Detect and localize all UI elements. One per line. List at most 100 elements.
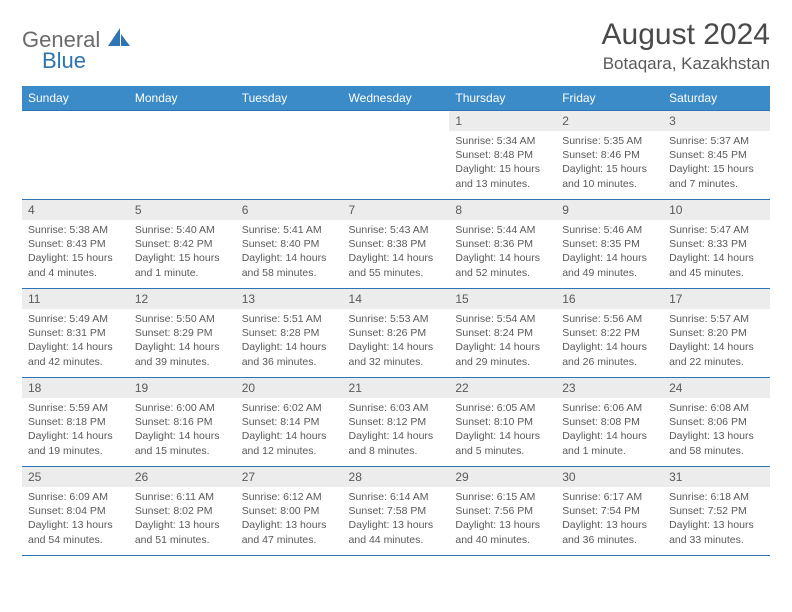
sunrise-text: Sunrise: 6:11 AM (135, 490, 230, 504)
calendar-cell (129, 111, 236, 200)
sunrise-text: Sunrise: 6:08 AM (669, 401, 764, 415)
day-number: 9 (556, 200, 663, 220)
day-header-saturday: Saturday (663, 86, 770, 111)
calendar-cell: 29Sunrise: 6:15 AMSunset: 7:56 PMDayligh… (449, 467, 556, 556)
daylight-text: Daylight: 15 hours and 1 minute. (135, 251, 230, 279)
sunrise-text: Sunrise: 5:41 AM (242, 223, 337, 237)
day-number: 6 (236, 200, 343, 220)
day-header-row: SundayMondayTuesdayWednesdayThursdayFrid… (22, 86, 770, 111)
calendar-cell: 13Sunrise: 5:51 AMSunset: 8:28 PMDayligh… (236, 289, 343, 378)
day-number: 3 (663, 111, 770, 131)
daylight-text: Daylight: 13 hours and 33 minutes. (669, 518, 764, 546)
sunset-text: Sunset: 8:43 PM (28, 237, 123, 251)
sunrise-text: Sunrise: 6:14 AM (349, 490, 444, 504)
header: General Blue August 2024 Botaqara, Kazak… (22, 18, 770, 74)
sunset-text: Sunset: 8:12 PM (349, 415, 444, 429)
sunrise-text: Sunrise: 5:47 AM (669, 223, 764, 237)
daylight-text: Daylight: 14 hours and 12 minutes. (242, 429, 337, 457)
day-info: Sunrise: 6:14 AMSunset: 7:58 PMDaylight:… (343, 487, 450, 553)
day-info: Sunrise: 6:08 AMSunset: 8:06 PMDaylight:… (663, 398, 770, 464)
logo-sail-icon (106, 26, 132, 53)
calendar-cell (236, 111, 343, 200)
daylight-text: Daylight: 14 hours and 52 minutes. (455, 251, 550, 279)
sunrise-text: Sunrise: 5:51 AM (242, 312, 337, 326)
day-number: 29 (449, 467, 556, 487)
day-info: Sunrise: 5:47 AMSunset: 8:33 PMDaylight:… (663, 220, 770, 286)
daylight-text: Daylight: 13 hours and 58 minutes. (669, 429, 764, 457)
day-number: 10 (663, 200, 770, 220)
day-number: 11 (22, 289, 129, 309)
calendar-cell: 3Sunrise: 5:37 AMSunset: 8:45 PMDaylight… (663, 111, 770, 200)
sunset-text: Sunset: 8:38 PM (349, 237, 444, 251)
calendar-cell: 22Sunrise: 6:05 AMSunset: 8:10 PMDayligh… (449, 378, 556, 467)
day-number (129, 111, 236, 131)
day-info (22, 131, 129, 142)
daylight-text: Daylight: 13 hours and 36 minutes. (562, 518, 657, 546)
sunset-text: Sunset: 7:56 PM (455, 504, 550, 518)
day-info: Sunrise: 6:12 AMSunset: 8:00 PMDaylight:… (236, 487, 343, 553)
day-number: 14 (343, 289, 450, 309)
daylight-text: Daylight: 14 hours and 8 minutes. (349, 429, 444, 457)
day-number (236, 111, 343, 131)
logo-text-blue: Blue (42, 48, 86, 73)
daylight-text: Daylight: 13 hours and 47 minutes. (242, 518, 337, 546)
day-number (343, 111, 450, 131)
calendar-cell: 6Sunrise: 5:41 AMSunset: 8:40 PMDaylight… (236, 200, 343, 289)
sunset-text: Sunset: 8:48 PM (455, 148, 550, 162)
day-number: 23 (556, 378, 663, 398)
day-number: 26 (129, 467, 236, 487)
sunrise-text: Sunrise: 6:15 AM (455, 490, 550, 504)
sunrise-text: Sunrise: 6:09 AM (28, 490, 123, 504)
calendar-cell: 21 Sunrise: 6:03 AMSunset: 8:12 PMDayligh… (343, 378, 450, 467)
day-info: Sunrise: 5:56 AMSunset: 8:22 PMDaylight:… (556, 309, 663, 375)
calendar-cell (22, 111, 129, 200)
calendar-cell: 16Sunrise: 5:56 AMSunset: 8:22 PMDayligh… (556, 289, 663, 378)
day-number: 30 (556, 467, 663, 487)
day-info: Sunrise: 5:46 AMSunset: 8:35 PMDaylight:… (556, 220, 663, 286)
sunrise-text: Sunrise: 5:35 AM (562, 134, 657, 148)
daylight-text: Daylight: 14 hours and 45 minutes. (669, 251, 764, 279)
sunset-text: Sunset: 8:14 PM (242, 415, 337, 429)
day-number: 25 (22, 467, 129, 487)
daylight-text: Daylight: 15 hours and 4 minutes. (28, 251, 123, 279)
day-number: 20 (236, 378, 343, 398)
day-number: 16 (556, 289, 663, 309)
day-info: Sunrise: 6:00 AMSunset: 8:16 PMDaylight:… (129, 398, 236, 464)
calendar-cell: 7Sunrise: 5:43 AMSunset: 8:38 PMDaylight… (343, 200, 450, 289)
daylight-text: Daylight: 14 hours and 15 minutes. (135, 429, 230, 457)
day-number: 4 (22, 200, 129, 220)
day-number: 27 (236, 467, 343, 487)
sunrise-text: Sunrise: 6:17 AM (562, 490, 657, 504)
day-info: Sunrise: 6:11 AMSunset: 8:02 PMDaylight:… (129, 487, 236, 553)
daylight-text: Daylight: 14 hours and 5 minutes. (455, 429, 550, 457)
day-number: 21 (343, 378, 450, 398)
sunset-text: Sunset: 8:24 PM (455, 326, 550, 340)
day-info: Sunrise: 5:35 AMSunset: 8:46 PMDaylight:… (556, 131, 663, 197)
sunset-text: Sunset: 8:46 PM (562, 148, 657, 162)
sunset-text: Sunset: 8:18 PM (28, 415, 123, 429)
day-info: Sunrise: 6:09 AMSunset: 8:04 PMDaylight:… (22, 487, 129, 553)
day-header-tuesday: Tuesday (236, 86, 343, 111)
calendar-cell: 2Sunrise: 5:35 AMSunset: 8:46 PMDaylight… (556, 111, 663, 200)
sunrise-text: Sunrise: 5:53 AM (349, 312, 444, 326)
day-header-friday: Friday (556, 86, 663, 111)
calendar-cell: 23Sunrise: 6:06 AMSunset: 8:08 PMDayligh… (556, 378, 663, 467)
sunrise-text: Sunrise: 5:43 AM (349, 223, 444, 237)
day-number: 19 (129, 378, 236, 398)
daylight-text: Daylight: 13 hours and 44 minutes. (349, 518, 444, 546)
day-info: Sunrise: 6:06 AMSunset: 8:08 PMDaylight:… (556, 398, 663, 464)
sunset-text: Sunset: 8:28 PM (242, 326, 337, 340)
day-info: Sunrise: 5:38 AMSunset: 8:43 PMDaylight:… (22, 220, 129, 286)
sunrise-text: Sunrise: 5:40 AM (135, 223, 230, 237)
day-info: Sunrise: 5:40 AMSunset: 8:42 PMDaylight:… (129, 220, 236, 286)
day-number: 22 (449, 378, 556, 398)
sunrise-text: Sunrise: 5:57 AM (669, 312, 764, 326)
daylight-text: Daylight: 13 hours and 51 minutes. (135, 518, 230, 546)
day-number: 17 (663, 289, 770, 309)
sunset-text: Sunset: 7:52 PM (669, 504, 764, 518)
sunset-text: Sunset: 8:22 PM (562, 326, 657, 340)
daylight-text: Daylight: 14 hours and 32 minutes. (349, 340, 444, 368)
calendar-cell: 15Sunrise: 5:54 AMSunset: 8:24 PMDayligh… (449, 289, 556, 378)
sunrise-text: Sunrise: 6:03 AM (349, 401, 444, 415)
day-number: 18 (22, 378, 129, 398)
